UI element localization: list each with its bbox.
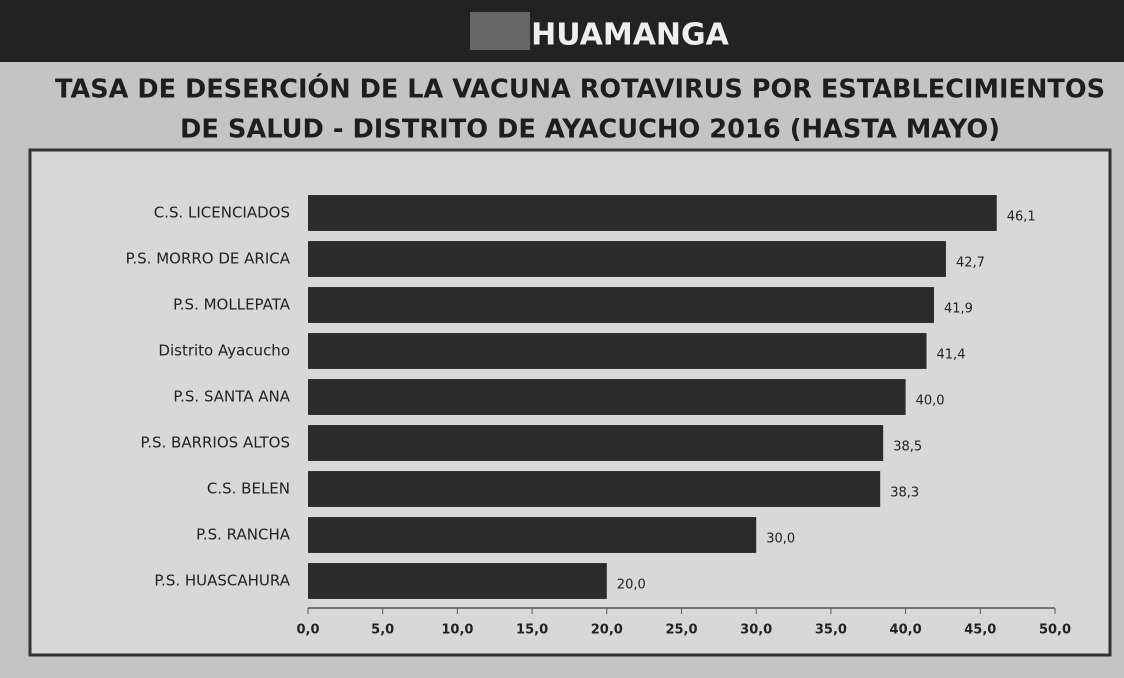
header-band: [0, 0, 1124, 62]
x-tick-label: 45,0: [964, 623, 996, 638]
x-tick-label: 15,0: [516, 623, 548, 638]
y-tick-label: P.S. MOLLEPATA: [173, 296, 291, 314]
x-tick-label: 40,0: [890, 623, 922, 638]
bar: [308, 425, 884, 461]
logo: [470, 12, 530, 50]
y-tick-label: P.S. MORRO DE ARICA: [126, 250, 291, 268]
bar: [308, 471, 881, 507]
x-tick-label: 0,0: [296, 623, 319, 638]
bar: [308, 563, 607, 599]
x-tick-label: 35,0: [815, 623, 847, 638]
bar: [308, 241, 946, 277]
value-label: 38,3: [890, 486, 919, 501]
x-tick-label: 25,0: [665, 623, 697, 638]
y-tick-label: C.S. LICENCIADOS: [154, 204, 290, 222]
value-label: 41,4: [937, 348, 966, 363]
value-label: 40,0: [916, 394, 945, 409]
value-label: 38,5: [893, 440, 922, 455]
x-tick-label: 5,0: [371, 623, 394, 638]
x-tick-label: 30,0: [740, 623, 772, 638]
chart-title: TASA DE DESERCIÓN DE LA VACUNA ROTAVIRUS…: [55, 73, 1105, 105]
bar: [308, 333, 927, 369]
bar: [308, 195, 997, 231]
bar: [308, 379, 906, 415]
value-label: 20,0: [617, 578, 646, 593]
chart-title: DE SALUD - DISTRITO DE AYACUCHO 2016 (HA…: [180, 115, 1000, 145]
y-tick-label: P.S. HUASCAHURA: [154, 572, 290, 590]
value-label: 41,9: [944, 302, 973, 317]
x-tick-label: 50,0: [1039, 623, 1071, 638]
header-title: HUAMANGA: [531, 18, 730, 53]
x-tick-label: 10,0: [441, 623, 473, 638]
y-tick-label: P.S. BARRIOS ALTOS: [141, 434, 291, 452]
bar: [308, 287, 934, 323]
bar: [308, 517, 757, 553]
y-tick-label: C.S. BELEN: [207, 480, 290, 498]
y-tick-label: P.S. RANCHA: [196, 526, 291, 544]
value-label: 42,7: [956, 256, 985, 271]
value-label: 30,0: [766, 532, 795, 547]
x-tick-label: 20,0: [591, 623, 623, 638]
value-label: 46,1: [1007, 210, 1036, 225]
y-tick-label: P.S. SANTA ANA: [173, 388, 290, 406]
y-tick-label: Distrito Ayacucho: [158, 342, 290, 360]
